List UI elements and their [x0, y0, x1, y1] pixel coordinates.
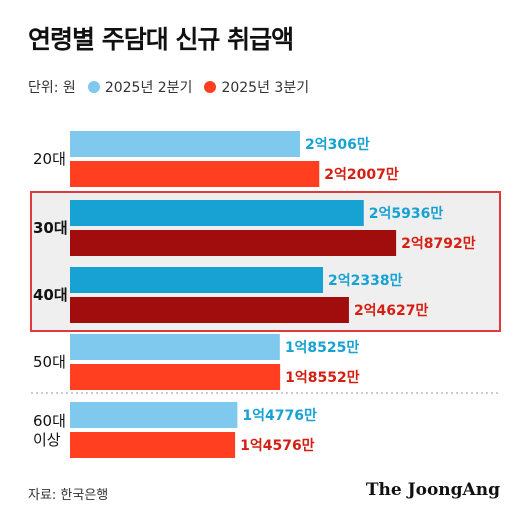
unit-label: 단위: 원 [28, 80, 76, 96]
bar-q2-cat-0 [70, 131, 300, 157]
value-label-q3-cat-2: 2억4627만 [354, 303, 429, 319]
value-label-q3-cat-3: 1억8552만 [285, 370, 360, 386]
category-label-cat-2: 40대 [33, 286, 68, 304]
legend-swatch-q2 [87, 81, 100, 93]
bar-q2-cat-1 [70, 200, 364, 226]
bar-q3-cat-1 [70, 230, 397, 256]
legend: 단위: 원 2025년 2분기 2025년 3분기 [28, 77, 309, 97]
category-label-cat-0: 20대 [33, 150, 66, 168]
value-label-q3-cat-4: 1억4576만 [240, 438, 315, 454]
category-label-cat-4: 60대 이상 [33, 412, 66, 449]
value-label-q2-cat-2: 2억2338만 [328, 273, 403, 289]
chart-title: 연령별 주담대 신규 취급액 [28, 25, 294, 54]
value-label-q2-cat-1: 2억5936만 [369, 206, 444, 222]
bar-q3-cat-0 [70, 161, 320, 187]
value-label-q2-cat-3: 1억8525만 [285, 340, 360, 356]
bar-q3-cat-3 [70, 364, 281, 390]
legend-label-q3: 2025년 3분기 [221, 80, 310, 96]
bar-q3-cat-2 [70, 297, 349, 323]
legend-label-q2: 2025년 2분기 [104, 80, 193, 96]
bar-q2-cat-4 [70, 402, 238, 428]
category-label-cat-1: 30대 [33, 219, 68, 237]
brand-logo: The JoongAng [365, 480, 500, 500]
value-label-q2-cat-4: 1억4776만 [242, 408, 317, 424]
legend-swatch-q3 [204, 81, 217, 93]
bar-q2-cat-2 [70, 267, 324, 293]
source-note: 자료: 한국은행 [28, 488, 109, 503]
bar-q3-cat-4 [70, 432, 236, 458]
bar-q2-cat-3 [70, 334, 280, 360]
value-label-q2-cat-0: 2억306만 [305, 137, 370, 153]
value-label-q3-cat-0: 2억2007만 [324, 167, 399, 183]
value-label-q3-cat-1: 2억8792만 [401, 236, 476, 252]
category-label-cat-3: 50대 [33, 353, 66, 371]
